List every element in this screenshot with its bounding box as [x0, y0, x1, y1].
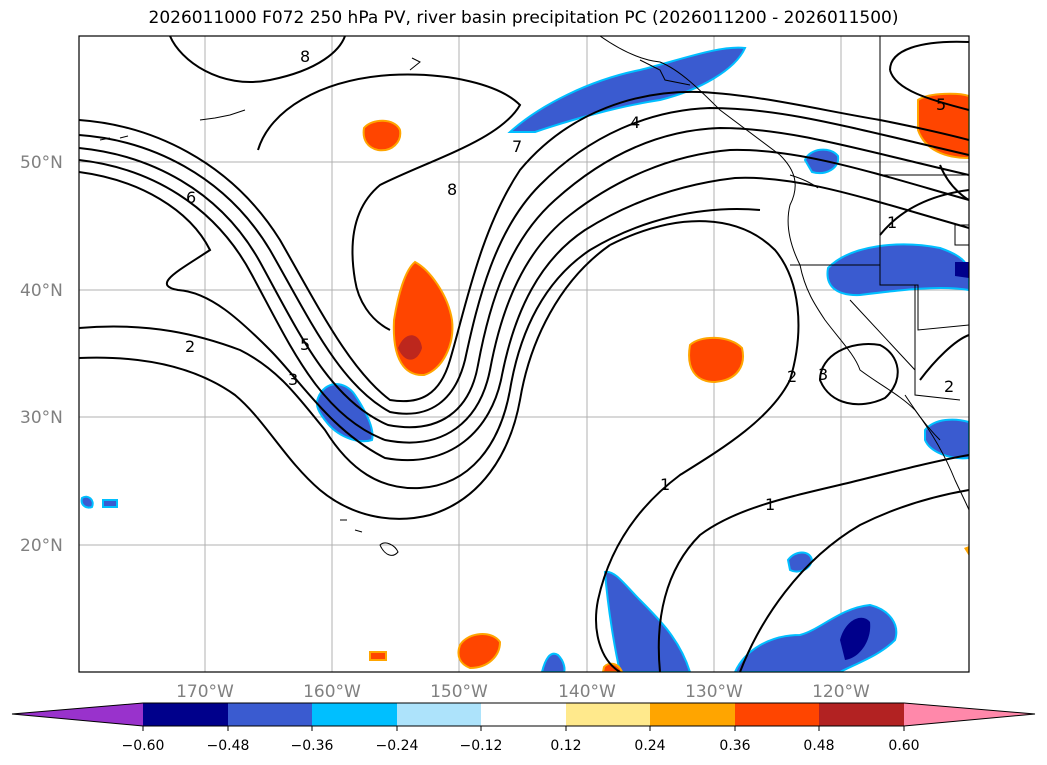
colorbar-segment: [397, 703, 481, 726]
lon-label: 160°W: [303, 682, 361, 702]
contour-label: 1: [660, 475, 670, 494]
colorbar-tick-label: 0.60: [888, 738, 919, 754]
colorbar-segment: [650, 703, 735, 726]
coastlines: [99, 36, 969, 556]
colorbar-segment: [228, 703, 312, 726]
contour-label: 2: [787, 367, 797, 386]
latitude-labels: 50°N 40°N 30°N 20°N: [20, 153, 63, 556]
colorbar-segment: [143, 703, 228, 726]
colorbar-tick-label: 0.36: [719, 738, 750, 754]
contour-label: 6: [186, 188, 196, 207]
contour-label: 7: [512, 137, 522, 156]
colorbar-tick-label: −0.60: [122, 738, 165, 754]
map-border: [78, 35, 970, 673]
lon-label: 140°W: [558, 682, 616, 702]
lat-label: 40°N: [20, 281, 63, 301]
colorbar-segment: [819, 703, 904, 726]
contour-label: 3: [288, 370, 298, 389]
colorbar-segment: [735, 703, 819, 726]
lon-label: 120°W: [812, 682, 870, 702]
colorbar-segment: [481, 703, 566, 726]
lat-label: 30°N: [20, 408, 63, 428]
lon-label: 170°W: [176, 682, 234, 702]
colorbar-extend-left: [12, 703, 143, 726]
colorbar-tick-label: −0.48: [207, 738, 250, 754]
map-title: 2026011000 F072 250 hPa PV, river basin …: [148, 8, 899, 28]
lat-label: 20°N: [20, 536, 63, 556]
positive-precip-areas: [362, 92, 969, 672]
contour-label: 3: [818, 365, 828, 384]
contour-label: 8: [447, 180, 457, 199]
contour-labels: 8 6 5 3 2 8 7 4 1 1 2 3 1 2 5: [185, 47, 954, 514]
colorbar-tick-label: −0.12: [460, 738, 503, 754]
contour-label: 4: [630, 113, 640, 132]
contour-label: 1: [765, 495, 775, 514]
colorbar-extend-right: [904, 703, 1035, 726]
map-panel: [79, 36, 969, 672]
colorbar-tick-label: 0.24: [634, 738, 665, 754]
colorbar-tick-label: −0.36: [291, 738, 334, 754]
colorbar-tick-label: −0.24: [376, 738, 419, 754]
contour-label: 2: [944, 377, 954, 396]
lon-label: 150°W: [430, 682, 488, 702]
lat-label: 50°N: [20, 153, 63, 173]
colorbar-segment: [566, 703, 650, 726]
contour-label: 2: [185, 337, 195, 356]
colorbar-segment: [312, 703, 397, 726]
contour-label: 5: [936, 95, 946, 114]
longitude-labels: 170°W 160°W 150°W 140°W 130°W 120°W: [176, 682, 870, 702]
contour-label: 8: [300, 47, 310, 66]
colorbar: −0.60 −0.48 −0.36 −0.24 −0.12 0.12 0.24 …: [11, 702, 1036, 754]
pv-contours: [79, 36, 969, 672]
colorbar-tick-label: 0.12: [550, 738, 581, 754]
colorbar-tick-label: 0.48: [803, 738, 834, 754]
contour-label: 1: [887, 213, 897, 232]
lon-label: 130°W: [685, 682, 743, 702]
contour-label: 5: [300, 335, 310, 354]
negative-precip-areas: [80, 46, 969, 672]
